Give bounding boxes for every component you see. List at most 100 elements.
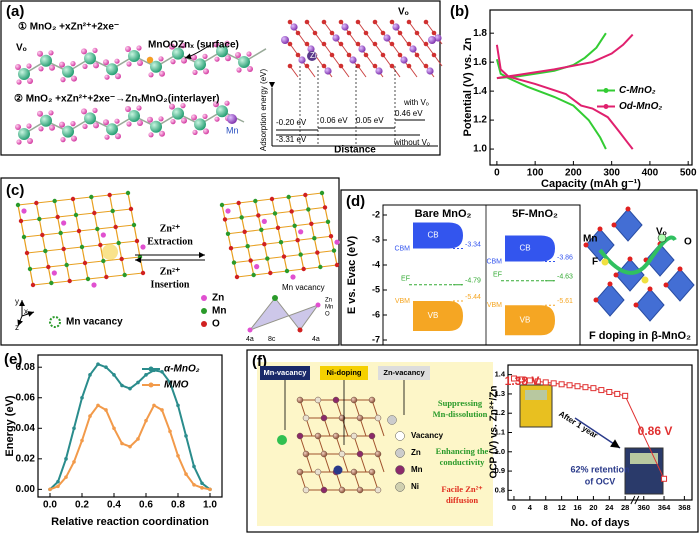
atom [180,43,186,49]
atom [201,295,207,301]
atom [52,198,57,204]
marker [144,373,148,377]
inset-y-label: Adsorption energy (eV) [259,69,268,152]
atom [332,34,340,42]
atom [79,244,85,250]
bond [230,245,248,249]
atom [319,190,325,196]
atom [350,432,358,440]
y-tick-label: 1.0 [473,144,487,155]
atom [395,465,405,475]
atom [18,218,24,224]
atom [159,130,165,137]
atom [321,19,327,25]
atom [202,113,208,119]
atom [583,242,589,248]
atom [296,468,304,476]
atom [58,230,63,236]
marker [88,414,92,418]
atom [191,114,197,121]
marker [152,403,156,408]
atom [368,396,376,404]
x-tick-label: 364 [658,503,671,512]
level-value: -3.86 [557,254,573,261]
tag-box [260,366,310,380]
marker [208,487,212,492]
bond [274,210,292,214]
bond [102,260,107,278]
atom [320,450,328,458]
atom [147,116,153,123]
level-name: VBM [487,302,502,309]
atom [334,262,340,268]
marker [128,444,132,449]
bond [297,240,302,255]
atom [128,110,140,122]
atom [663,282,669,288]
bond [17,202,37,206]
atom [301,266,306,272]
atom-label: F [592,257,598,268]
atom [307,51,317,61]
reaction: ① MnO₂ +xZn²⁺+2xe⁻ [18,22,119,33]
bond [48,264,67,268]
marker [168,429,172,434]
atom-label: O [684,237,692,248]
atom [389,63,395,69]
atom [107,192,112,198]
atom [15,124,21,130]
atom [355,63,361,69]
bond [247,246,252,261]
x-tick-label: 368 [678,503,691,512]
marker [56,484,60,489]
x-tick-label: 0.8 [171,500,185,511]
bond [224,216,242,220]
panel-c-frame [0,177,340,346]
atom [180,103,186,109]
level-label: -3.31 eV [276,135,307,144]
panel-a-frame [0,0,441,156]
x-axis-label: No. of days [570,517,629,529]
atom [219,202,225,208]
atom [92,47,98,54]
atom [125,190,131,196]
atom [137,120,143,126]
arrow-label: Zn²⁺ [160,266,181,277]
bond [90,196,95,214]
atom [214,56,220,62]
x-tick-label: 24 [605,503,614,512]
bond [78,230,83,248]
vacancy-label: Vₒ [16,43,27,54]
marker [160,369,164,374]
bond [109,192,129,196]
atom [73,212,79,218]
atom [181,57,187,64]
marker [104,365,108,370]
marker [80,438,84,443]
atom [613,272,619,278]
legend-label: Od-MnO₂ [619,101,662,112]
atom [59,61,65,68]
marker [88,373,92,377]
bond [305,192,323,196]
legend-label: Ni [411,482,419,491]
atom [93,122,99,129]
atom [262,242,267,247]
inset-x-label: Distance [334,145,376,156]
band-label: VB [520,315,531,324]
atom-label: Mn [226,125,239,135]
atom [84,52,96,65]
atom [356,450,364,458]
atom [261,218,267,224]
atom [275,225,281,230]
y-tick-label: 1.1 [495,427,505,436]
atom [89,194,94,200]
bond [99,244,104,262]
x-tick-label: 16 [573,503,581,512]
atom [389,19,395,25]
atom [281,254,287,259]
legend-label: MMO [164,380,189,391]
atom [85,276,91,282]
bond [81,246,86,264]
axis-label: x [24,307,28,316]
